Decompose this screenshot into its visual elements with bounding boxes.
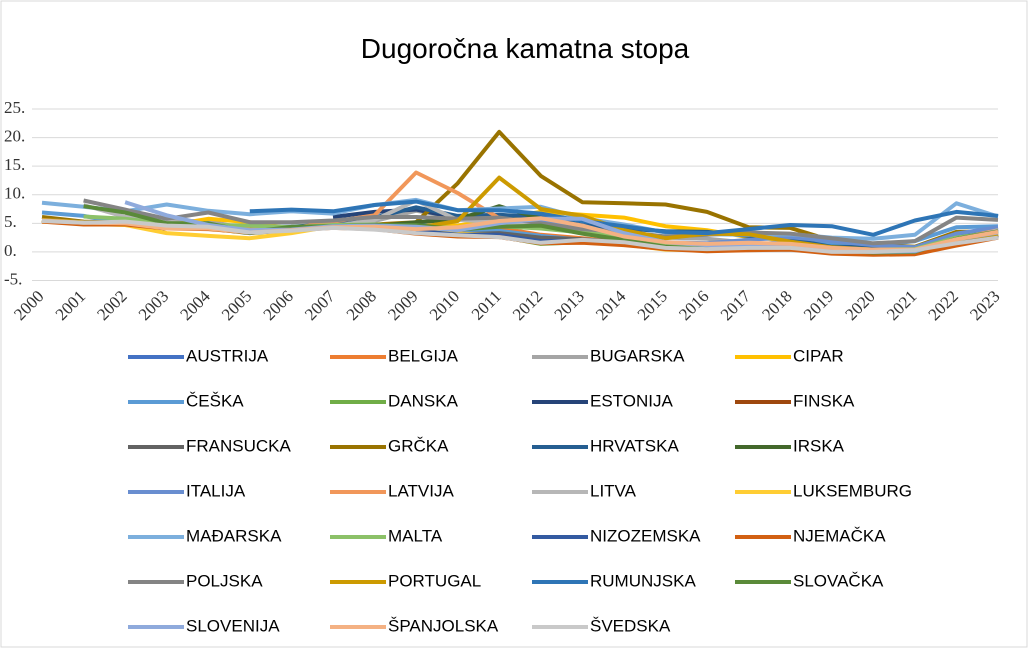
legend-label: MALTA bbox=[388, 526, 443, 545]
series-line bbox=[83, 198, 999, 246]
legend-label: ČEŠKA bbox=[186, 391, 244, 410]
series-line bbox=[249, 199, 999, 237]
chart-title: Dugoročna kamatna stopa bbox=[361, 33, 690, 64]
legend-label: ESTONIJA bbox=[590, 391, 673, 410]
legend-label: NJEMAČKA bbox=[793, 526, 886, 545]
legend-label: HRVATSKA bbox=[590, 436, 679, 455]
y-tick-label: 20. bbox=[4, 126, 25, 145]
legend-label: CIPAR bbox=[793, 346, 844, 365]
legend-label: BELGIJA bbox=[388, 346, 459, 365]
legend-label: ŠPANJOLSKA bbox=[388, 616, 499, 635]
y-tick-label: 0. bbox=[4, 241, 17, 260]
legend-label: MAĐARSKA bbox=[186, 526, 282, 545]
legend-label: RUMUNJSKA bbox=[590, 571, 696, 590]
legend-label: SLOVAČKA bbox=[793, 571, 884, 590]
legend-label: NIZOZEMSKA bbox=[590, 526, 701, 545]
legend-label: IRSKA bbox=[793, 436, 845, 455]
legend-label: DANSKA bbox=[388, 391, 459, 410]
legend-label: SLOVENIJA bbox=[186, 616, 280, 635]
legend-label: POLJSKA bbox=[186, 571, 263, 590]
legend-label: LATVIJA bbox=[388, 481, 454, 500]
y-tick-label: 10. bbox=[4, 184, 25, 203]
legend-label: ITALIJA bbox=[186, 481, 246, 500]
legend-label: PORTUGAL bbox=[388, 571, 481, 590]
y-tick-label: 15. bbox=[4, 155, 25, 174]
legend-label: FRANSUCKA bbox=[186, 436, 292, 455]
legend-label: LUKSEMBURG bbox=[793, 481, 912, 500]
legend-label: FINSKA bbox=[793, 391, 855, 410]
legend-label: ŠVEDSKA bbox=[590, 616, 671, 635]
legend-label: GRČKA bbox=[388, 436, 449, 455]
series-line bbox=[41, 219, 999, 254]
legend-label: BUGARSKA bbox=[590, 346, 685, 365]
y-tick-label: 25. bbox=[4, 98, 25, 117]
legend-label: LITVA bbox=[590, 481, 637, 500]
y-tick-label: -5. bbox=[4, 269, 22, 288]
legend-label: AUSTRIJA bbox=[186, 346, 269, 365]
y-tick-label: 5. bbox=[4, 212, 17, 231]
